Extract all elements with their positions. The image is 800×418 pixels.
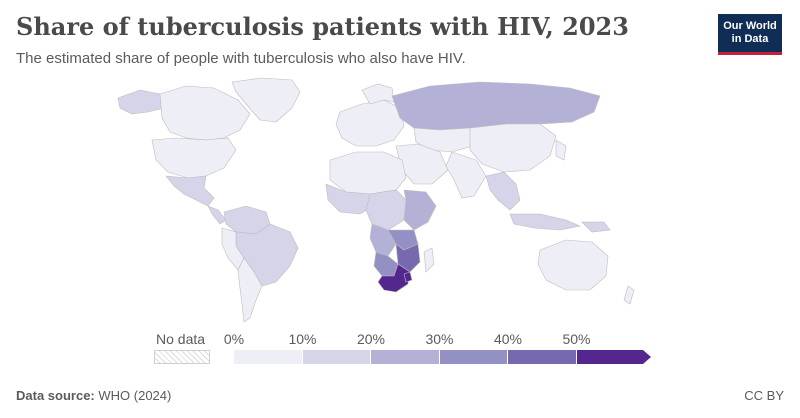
legend-tick-2: 20% xyxy=(356,331,386,347)
region-north-africa xyxy=(329,151,407,195)
region-angola xyxy=(369,223,397,257)
region-southern-cone xyxy=(237,257,263,323)
region-south-asia xyxy=(445,151,487,199)
region-namibia xyxy=(373,251,399,277)
region-mexico xyxy=(165,175,215,207)
legend-bin-0-10-[interactable] xyxy=(234,350,303,364)
legend-tick-1: 10% xyxy=(288,331,317,347)
legend-tick-3: 30% xyxy=(425,331,454,347)
legend-tick-4: 40% xyxy=(493,331,523,347)
region-papua xyxy=(581,221,611,233)
region-central-america xyxy=(207,205,227,225)
legend-bin-20-30-[interactable] xyxy=(371,350,440,364)
legend-open-end-arrow xyxy=(643,350,651,364)
logo-line-2: in Data xyxy=(731,33,769,45)
region-central-asia xyxy=(413,127,473,153)
world-map[interactable] xyxy=(0,70,800,330)
data-source-value[interactable]: WHO (2024) xyxy=(98,388,172,403)
region-scandinavia xyxy=(361,83,395,105)
region-madagascar xyxy=(423,247,435,273)
region-new-zealand xyxy=(623,285,635,305)
region-southeast-asia xyxy=(485,171,521,211)
region-south-africa xyxy=(377,263,411,293)
region-usa xyxy=(151,137,237,179)
region-greenland xyxy=(231,77,301,123)
license-link[interactable]: CC BY xyxy=(744,388,784,403)
legend-no-data-swatch xyxy=(154,350,210,364)
logo-line-1: Our World xyxy=(723,20,777,32)
region-eswatini xyxy=(403,271,413,283)
page-title: Share of tuberculosis patients with HIV,… xyxy=(16,12,629,41)
region-australia xyxy=(537,239,609,291)
region-indonesia xyxy=(509,213,582,231)
region-china xyxy=(469,123,557,173)
region-europe xyxy=(335,99,405,147)
legend-bin-10-20-[interactable] xyxy=(302,350,371,364)
data-source: Data source: WHO (2024) xyxy=(16,388,171,403)
page-subtitle: The estimated share of people with tuber… xyxy=(16,50,466,67)
region-alaska xyxy=(117,89,165,115)
data-source-label: Data source: xyxy=(16,388,95,403)
legend-tick-5: 50% xyxy=(562,331,591,347)
owid-logo[interactable]: Our World in Data xyxy=(718,14,782,55)
legend-bin-30-40-[interactable] xyxy=(439,350,508,364)
region-russia xyxy=(391,81,601,131)
legend-tick-0: 0% xyxy=(223,331,245,347)
region-canada xyxy=(159,85,251,141)
legend-bin-40-50-[interactable] xyxy=(508,350,577,364)
region-east-africa xyxy=(403,189,437,231)
region-east-asia-islands xyxy=(555,139,567,161)
legend-no-data-label: No data xyxy=(156,331,206,347)
region-central-africa xyxy=(365,189,407,231)
legend-bin-50-[interactable] xyxy=(576,350,643,364)
